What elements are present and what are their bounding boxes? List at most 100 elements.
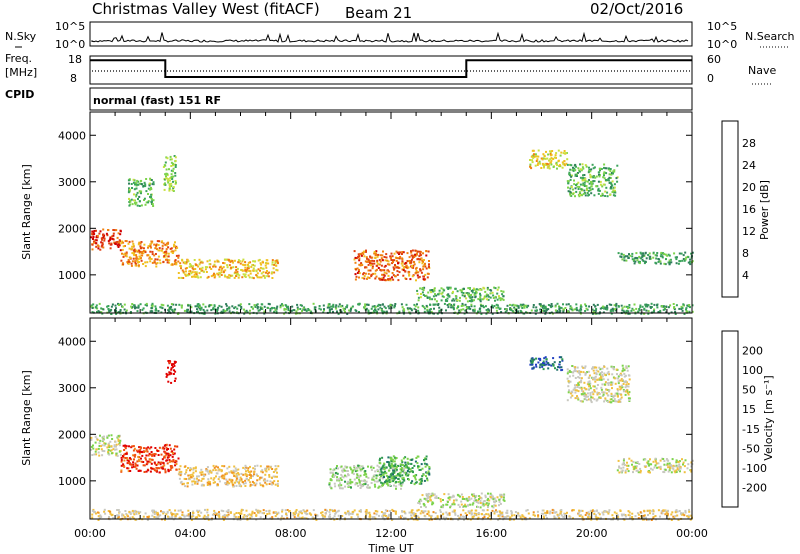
heatmap-cell: [616, 395, 619, 397]
heatmap-cell: [256, 464, 259, 467]
heatmap-cell: [249, 485, 252, 488]
heatmap-cell: [377, 267, 380, 269]
heatmap-cell: [93, 241, 96, 244]
heatmap-cell: [270, 483, 273, 486]
heatmap-cell: [236, 273, 239, 276]
heatmap-cell: [478, 498, 480, 500]
heatmap-cell: [90, 438, 93, 441]
heatmap-cell: [452, 501, 455, 504]
heatmap-cell: [611, 366, 614, 369]
heatmap-cell: [617, 377, 620, 380]
heatmap-cell: [632, 259, 635, 262]
heatmap-cell: [231, 479, 234, 482]
heatmap-cell: [389, 304, 392, 307]
heatmap-cell: [406, 260, 409, 263]
heatmap-cell: [440, 505, 443, 507]
heatmap-cell: [401, 268, 404, 271]
heatmap-cell: [442, 295, 445, 298]
heatmap-cell: [381, 259, 384, 262]
heatmap-cell: [607, 179, 610, 182]
heatmap-cell: [197, 265, 200, 268]
heatmap-cell: [470, 300, 473, 303]
heatmap-cell: [151, 453, 154, 456]
heatmap-cell: [363, 255, 366, 258]
heatmap-cell: [150, 193, 153, 196]
heatmap-cell: [494, 287, 497, 290]
heatmap-cell: [623, 389, 626, 392]
heatmap-cell: [479, 294, 482, 297]
heatmap-cell: [620, 393, 623, 396]
heatmap-cell: [607, 370, 610, 373]
heatmap-cell: [166, 304, 169, 307]
heatmap-cell: [536, 164, 539, 166]
heatmap-cell: [122, 463, 125, 466]
heatmap-cell: [479, 296, 482, 299]
heatmap-cell: [649, 471, 651, 474]
heatmap-cell: [531, 360, 534, 363]
heatmap-cell: [216, 259, 219, 262]
heatmap-cell: [416, 518, 419, 521]
heatmap-cell: [554, 305, 557, 308]
heatmap-cell: [652, 516, 655, 519]
heatmap-cell: [172, 162, 174, 165]
heatmap-cell: [617, 400, 620, 403]
heatmap-cell: [165, 513, 168, 516]
heatmap-cell: [212, 306, 215, 309]
heatmap-cell: [275, 310, 278, 313]
heatmap-cell: [579, 311, 582, 314]
heatmap-cell: [355, 466, 358, 469]
heatmap-cell: [248, 303, 251, 306]
heatmap-cell: [235, 275, 238, 277]
heatmap-cell: [410, 307, 413, 310]
heatmap-cell: [238, 481, 240, 484]
power-ytick-label: 3000: [58, 176, 86, 189]
heatmap-cell: [335, 304, 338, 307]
heatmap-cell: [566, 163, 569, 166]
heatmap-cell: [355, 481, 358, 484]
heatmap-cell: [670, 471, 673, 474]
heatmap-cell: [675, 304, 678, 307]
heatmap-cell: [134, 201, 136, 204]
heatmap-cell: [106, 305, 109, 308]
heatmap-cell: [202, 303, 205, 306]
heatmap-cell: [621, 258, 624, 261]
heatmap-cell: [168, 509, 171, 512]
heatmap-cell: [170, 182, 173, 185]
heatmap-cell: [682, 303, 685, 306]
heatmap-cell: [655, 462, 658, 465]
heatmap-cell: [597, 370, 600, 373]
heatmap-cell: [134, 261, 137, 264]
heatmap-cell: [97, 447, 100, 450]
heatmap-cell: [191, 473, 194, 476]
heatmap-cell: [114, 243, 117, 245]
heatmap-cell: [201, 269, 204, 272]
heatmap-cell: [588, 380, 591, 383]
heatmap-cell: [484, 503, 487, 506]
heatmap-cell: [303, 308, 306, 311]
heatmap-cell: [604, 195, 607, 197]
heatmap-cell: [350, 486, 352, 489]
heatmap-cell: [631, 258, 634, 261]
heatmap-cell: [122, 245, 125, 248]
heatmap-cell: [389, 484, 391, 487]
heatmap-cell: [365, 475, 368, 478]
heatmap-cell: [227, 513, 230, 516]
heatmap-cell: [152, 467, 155, 470]
heatmap-cell: [186, 258, 189, 261]
heatmap-cell: [261, 471, 264, 474]
heatmap-cell: [546, 162, 549, 165]
heatmap-cell: [140, 241, 143, 243]
heatmap-cell: [149, 470, 152, 473]
heatmap-cell: [119, 240, 121, 243]
heatmap-cell: [371, 305, 374, 308]
heatmap-cell: [290, 309, 293, 312]
heatmap-cell: [575, 190, 578, 193]
heatmap-cell: [134, 182, 137, 185]
heatmap-cell: [101, 238, 103, 241]
heatmap-cell: [137, 306, 140, 309]
heatmap-cell: [501, 515, 504, 518]
heatmap-cell: [126, 467, 129, 470]
heatmap-cell: [637, 260, 640, 263]
heatmap-cell: [367, 260, 369, 263]
heatmap-cell: [537, 361, 540, 364]
